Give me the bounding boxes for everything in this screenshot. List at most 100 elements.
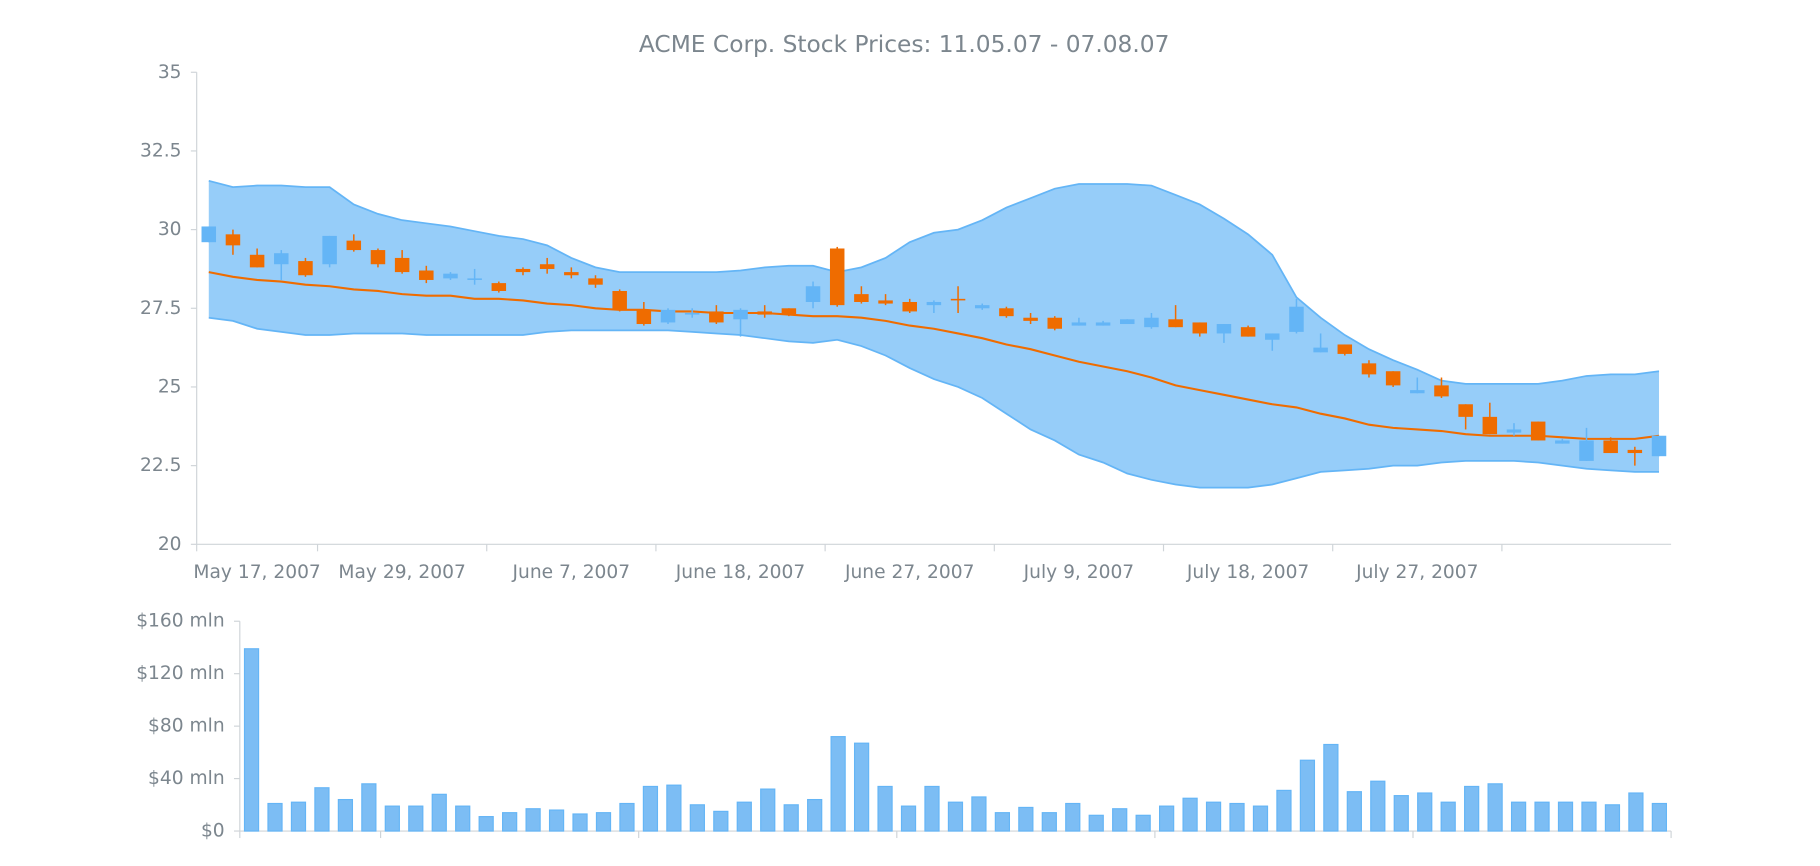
volume-bar	[666, 784, 682, 832]
candle-body	[322, 235, 337, 265]
candle-body	[1434, 385, 1449, 397]
y-tick-label: 32.5	[140, 140, 181, 161]
band-area	[208, 180, 1660, 488]
volume-bar	[1065, 802, 1081, 832]
candle-body	[298, 261, 313, 276]
candle-body	[950, 298, 966, 301]
y-tick-label: 20	[158, 534, 182, 555]
volume-bar	[572, 813, 588, 832]
candle-body	[1313, 347, 1328, 353]
middle-band-line	[208, 271, 1660, 440]
volume-bar	[455, 805, 471, 832]
volume-bar	[525, 808, 541, 832]
volume-bar	[947, 801, 964, 832]
candle-body	[1144, 317, 1159, 328]
candle-body	[1337, 344, 1353, 354]
volume-bar	[853, 742, 870, 832]
y-tick-label: 22.5	[140, 455, 181, 476]
candle-body	[974, 305, 990, 309]
volume-bar	[1487, 783, 1503, 832]
volume-bar	[548, 809, 565, 832]
candle-body	[1482, 416, 1498, 435]
candle-body	[467, 278, 482, 280]
y-tick-label: 25	[158, 376, 182, 397]
candle-body	[1240, 327, 1256, 337]
volume-bar	[1252, 805, 1269, 832]
volume-bar	[243, 648, 260, 832]
candle-body	[201, 226, 217, 243]
y-tick-label: 30	[158, 219, 182, 240]
volume-bar	[1205, 801, 1222, 832]
candle-body	[1120, 319, 1135, 325]
candle-body	[781, 308, 797, 315]
candle-body	[419, 270, 434, 280]
candle-body	[636, 309, 652, 325]
volume-bar	[1041, 812, 1057, 832]
candle-body	[225, 234, 241, 246]
volume-bar	[807, 798, 823, 832]
y-tick-label: 27.5	[140, 298, 181, 319]
volume-bar	[1464, 785, 1480, 832]
volume-bar	[1159, 805, 1175, 832]
candle-body	[1361, 363, 1377, 375]
volume-bar	[1276, 789, 1292, 832]
candle-body	[1651, 435, 1667, 457]
volume-bar	[1440, 801, 1456, 832]
volume-bar	[1581, 801, 1597, 832]
candle-body	[1047, 317, 1062, 329]
candle-body	[1071, 322, 1087, 326]
candle-body	[902, 301, 917, 312]
candle-body	[346, 240, 362, 251]
candle-body	[249, 254, 265, 268]
volume-bar	[642, 785, 659, 832]
candle-body	[757, 311, 772, 315]
volume-bar	[994, 812, 1011, 832]
volume-bar	[502, 812, 518, 832]
volume-bar	[760, 788, 776, 832]
x-tick-label: June 7, 2007	[512, 562, 631, 583]
candle-body	[926, 301, 942, 306]
x-tick-label: July 27, 2007	[1355, 562, 1478, 583]
volume-bar	[595, 812, 612, 832]
y-tick-label: $120 mln	[136, 663, 224, 684]
volume-bar	[783, 804, 799, 832]
volume-bar	[713, 810, 729, 832]
candle-body	[733, 309, 748, 320]
volume-bar	[314, 787, 330, 832]
volume-bar	[736, 801, 752, 832]
candle-body	[1216, 324, 1232, 334]
volume-bar	[1018, 806, 1034, 832]
volume-bar	[1299, 759, 1316, 832]
candle-body	[1603, 440, 1618, 454]
volume-bar	[900, 805, 917, 832]
candle-body	[370, 250, 386, 265]
y-tick-label: $0	[201, 821, 225, 842]
volume-bar	[877, 785, 893, 832]
y-tick-label: $160 mln	[136, 611, 224, 632]
volume-bar	[431, 793, 447, 832]
candle-body	[854, 294, 869, 302]
candle-body	[829, 248, 845, 306]
volume-bar	[1182, 797, 1198, 832]
volume-bar	[267, 802, 283, 832]
volume-bar	[1323, 743, 1339, 832]
y-tick-label: $40 mln	[148, 768, 225, 789]
volume-bar	[290, 801, 307, 832]
candle-body	[1095, 322, 1111, 326]
volume-bar	[1393, 795, 1409, 832]
candle-body	[588, 278, 603, 285]
candle-body	[1023, 317, 1038, 321]
volume-bar	[924, 785, 940, 832]
candle-body	[1530, 421, 1546, 441]
volume-bar	[1510, 801, 1527, 832]
candle-body	[394, 257, 410, 273]
lower-band-line	[208, 316, 1660, 489]
candle-body	[443, 273, 458, 279]
candle-body	[1289, 306, 1304, 332]
y-tick-label: 35	[158, 62, 182, 83]
candle-body	[1168, 319, 1183, 328]
volume-bar	[971, 796, 987, 832]
volume-bar	[337, 798, 354, 832]
candle-body	[1458, 404, 1473, 417]
candle-body	[1265, 333, 1280, 340]
